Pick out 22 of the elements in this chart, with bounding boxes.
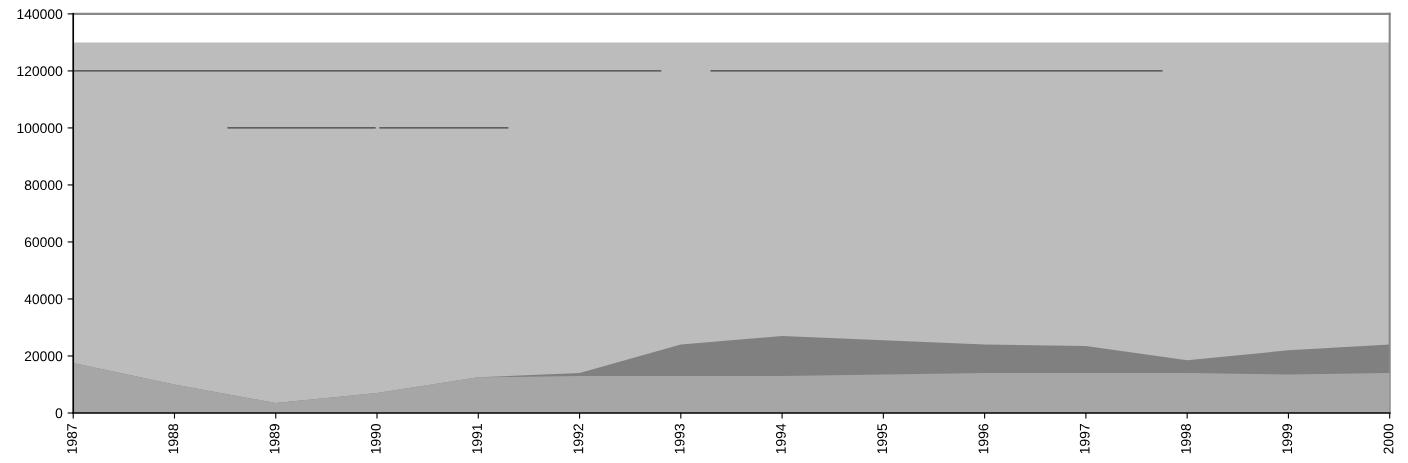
x-tick-label: 1999 [1282, 424, 1293, 454]
x-tick-label: 1988 [168, 424, 179, 454]
x-tick-label: 1990 [370, 423, 381, 454]
y-tick-label: 60000 [24, 237, 63, 248]
x-tick-label: 2000 [1383, 423, 1394, 454]
y-tick-label: 120000 [17, 66, 63, 77]
x-tick-label: 1992 [573, 424, 584, 454]
x-tick-label: 1993 [674, 424, 685, 454]
y-tick-label: 80000 [24, 180, 63, 191]
x-tick-label: 1989 [269, 424, 280, 454]
y-tick-label: 40000 [24, 294, 63, 305]
y-tick-label: 100000 [17, 123, 63, 134]
x-tick-label: 1994 [775, 423, 786, 454]
x-tick-label: 1997 [1079, 424, 1090, 454]
y-tick-label: 0 [55, 408, 63, 419]
y-tick-label: 140000 [17, 9, 63, 20]
x-tick-label: 1995 [877, 423, 888, 454]
y-tick-label: 20000 [24, 351, 63, 362]
x-tick-label: 1991 [472, 424, 483, 454]
x-tick-label: 1987 [67, 424, 77, 454]
x-tick-label: 1998 [1181, 424, 1191, 454]
x-tick-label: 1996 [978, 424, 989, 454]
